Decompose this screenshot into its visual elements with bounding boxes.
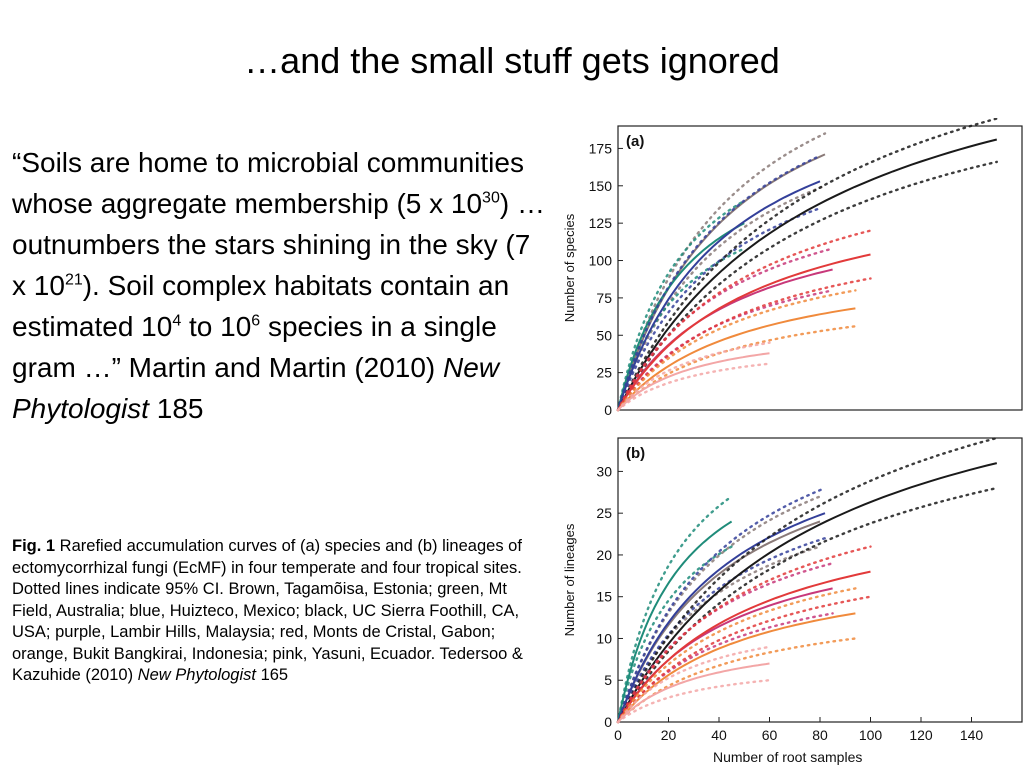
ci-upper-line [616, 289, 857, 412]
x-tick-label: 100 [859, 727, 883, 743]
ci-upper-line [616, 341, 771, 412]
quote-superscript: 30 [482, 189, 500, 207]
caption-journal: New Phytologist [137, 666, 256, 684]
y-tick-label: 0 [604, 402, 612, 418]
y-axis-label: Number of lineages [562, 523, 577, 636]
series-line [617, 222, 745, 411]
series-line [617, 462, 998, 723]
x-tick-label: 140 [960, 727, 984, 743]
series-line [617, 570, 871, 723]
panel-label: (b) [626, 445, 645, 462]
series-line [617, 180, 821, 411]
ci-lower-line [616, 247, 746, 412]
figure-caption: Fig. 1 Rarefied accumulation curves of (… [12, 536, 542, 687]
y-tick-label: 100 [589, 253, 613, 269]
quote-superscript: 21 [64, 271, 83, 289]
x-tick-label: 60 [762, 727, 778, 743]
quote-part: 185 [148, 393, 204, 424]
y-tick-label: 125 [589, 215, 613, 231]
plot-frame [617, 437, 1023, 723]
ci-lower-line [616, 289, 834, 412]
x-tick-label: 0 [614, 727, 622, 743]
ci-upper-line [616, 562, 834, 724]
ci-lower-line [616, 545, 733, 724]
ci-lower-line [616, 277, 872, 412]
y-tick-label: 0 [604, 714, 612, 730]
ci-upper-line [616, 118, 998, 412]
y-axis-label: Number of species [562, 213, 577, 322]
chart-panel: (a) 0 25 50 75 100 125 150 175 Number of species [562, 118, 1023, 418]
series-line [617, 253, 871, 411]
caption-label: Fig. 1 [12, 537, 56, 555]
y-tick-label: 75 [596, 290, 612, 306]
ci-upper-line [616, 486, 827, 724]
ci-upper-line [616, 495, 733, 724]
series-line [617, 138, 998, 411]
ci-lower-line [616, 184, 827, 412]
y-tick-label: 25 [596, 365, 612, 381]
ci-upper-line [616, 545, 872, 724]
ci-lower-line [616, 595, 872, 724]
series-line [617, 352, 770, 411]
ci-upper-line [616, 199, 746, 412]
series-line [617, 662, 770, 723]
y-tick-label: 20 [596, 547, 612, 563]
ci-lower-line [616, 362, 771, 412]
y-tick-label: 175 [589, 140, 613, 156]
quote-superscript: 6 [251, 312, 261, 330]
x-axis-label: Number of root samples [713, 749, 862, 765]
ci-upper-line [616, 495, 822, 724]
y-tick-label: 150 [589, 178, 613, 194]
series-line [617, 307, 856, 411]
x-tick-label: 80 [812, 727, 828, 743]
ci-upper-line [616, 247, 834, 412]
caption-tail: 165 [255, 666, 289, 684]
quote-journal: New Phytologist [12, 352, 500, 424]
y-tick-label: 5 [604, 672, 612, 688]
series-line [617, 512, 826, 723]
caption-text: Rarefied accumulation curves of (a) spec… [12, 537, 523, 684]
ci-lower-line [616, 637, 857, 724]
y-tick-label: 10 [596, 630, 612, 646]
ci-upper-line [616, 587, 857, 724]
x-tick-label: 20 [661, 727, 677, 743]
y-tick-label: 30 [596, 463, 612, 479]
series-line [617, 612, 856, 723]
y-tick-label: 50 [596, 327, 612, 343]
ci-upper-line [616, 229, 872, 412]
quote-superscript: 4 [172, 312, 182, 330]
quote-text: “Soils are home to microbial communities… [12, 142, 552, 429]
x-tick-label: 40 [711, 727, 727, 743]
ci-lower-line [616, 160, 998, 412]
quote-part: “Soils are home to microbial communities… [12, 147, 524, 219]
y-tick-label: 25 [596, 505, 612, 521]
chart-panel: (b) 0 5 10 15 20 25 30 0 20 40 60 80 100 120 140 Number … [562, 436, 1023, 765]
panel-label: (a) [626, 133, 644, 150]
quote-part: to 10 [181, 311, 252, 342]
slide-title: …and the small stuff gets ignored [244, 40, 780, 81]
quote-part: species in a single gram …” Martin and M… [12, 311, 497, 383]
quote-part: ). Soil complex habitats contain an esti… [12, 270, 510, 342]
series-line [617, 520, 733, 723]
ci-upper-line [616, 132, 827, 412]
ci-upper-line [616, 436, 998, 724]
x-tick-label: 120 [909, 727, 933, 743]
y-tick-label: 15 [596, 589, 612, 605]
quote-part: ) … outnumbers the stars shining in the … [12, 188, 545, 301]
ci-upper-line [616, 154, 822, 412]
